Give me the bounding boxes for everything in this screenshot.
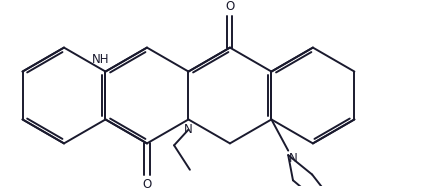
Text: N: N <box>289 152 298 165</box>
Text: NH: NH <box>92 53 110 66</box>
Text: N: N <box>184 123 193 136</box>
Text: O: O <box>142 178 151 191</box>
Text: O: O <box>225 0 235 13</box>
